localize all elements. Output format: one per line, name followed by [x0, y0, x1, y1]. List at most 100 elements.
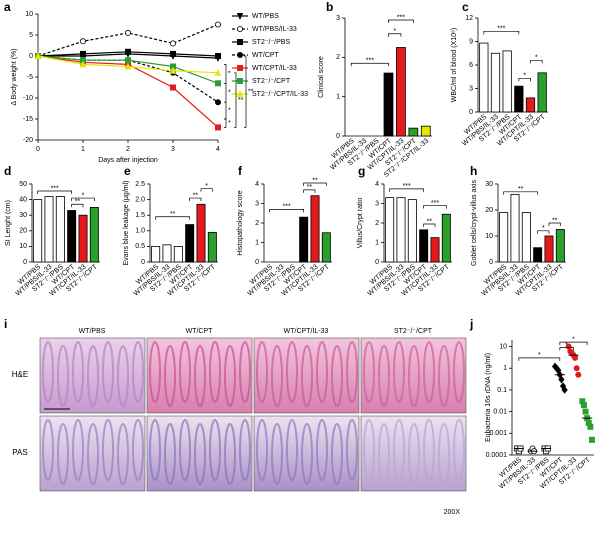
panel-letter: c	[462, 0, 469, 14]
y-tick-label: 12	[465, 15, 473, 22]
bar	[162, 244, 172, 263]
bar	[555, 229, 565, 263]
micrograph	[146, 337, 253, 414]
marker	[575, 371, 582, 378]
y-tick-label: 0	[255, 259, 259, 266]
legend-label: ST2⁻/⁻/PBS	[252, 39, 290, 46]
marker	[587, 423, 594, 430]
significance-label: *	[535, 55, 538, 62]
y-axis-label: SI Lenght (cm)	[5, 200, 12, 246]
column-label: WT/CPT/IL-33	[284, 328, 329, 335]
significance-bracket	[518, 357, 561, 361]
villus	[438, 423, 450, 485]
significance-label: *	[393, 28, 396, 35]
y-axis-label: Eubacteria 16s rDNA (ng/ml)	[485, 353, 492, 442]
significance-label: **	[75, 199, 81, 206]
y-axis-label: Histopathology score	[237, 190, 244, 255]
marker	[582, 408, 589, 415]
significance-label: *	[523, 73, 526, 80]
villus	[164, 423, 176, 485]
significance-bracket	[303, 182, 327, 187]
y-tick-label: 10	[485, 233, 493, 240]
villus	[87, 345, 99, 407]
y-tick-label: 3	[255, 200, 259, 207]
significance-label: ***	[397, 14, 405, 21]
marker	[169, 84, 176, 91]
significance-bracket	[244, 55, 247, 128]
significance-label: *	[228, 71, 231, 78]
panel-letter: g	[358, 164, 365, 178]
bar	[533, 247, 543, 263]
marker	[214, 21, 221, 28]
bar	[67, 210, 77, 263]
villus	[102, 341, 114, 403]
bar	[44, 196, 54, 263]
y-tick-label: -5	[27, 74, 33, 81]
bar	[408, 127, 419, 137]
villus	[301, 345, 313, 407]
magnification: 200X	[444, 509, 461, 516]
significance-label: **	[238, 97, 244, 104]
column-label: ST2⁻/⁻/CPT	[394, 328, 433, 335]
villus	[117, 423, 129, 485]
x-tick-label: 4	[216, 146, 220, 153]
marker	[125, 48, 132, 55]
villus	[408, 345, 420, 407]
y-tick-label: 1	[255, 239, 259, 246]
villus	[224, 345, 236, 407]
bar	[396, 197, 406, 263]
bar	[430, 237, 440, 263]
bar	[78, 214, 88, 263]
significance-bracket	[548, 222, 561, 226]
y-tick-label: 1.0	[135, 228, 145, 235]
villus	[453, 419, 465, 481]
y-tick-label: 0.001	[489, 430, 507, 437]
significance-bracket	[37, 190, 73, 195]
y-tick-label: 0.01	[493, 408, 507, 415]
significance-bracket	[224, 118, 227, 128]
marker	[214, 80, 221, 87]
villus	[331, 423, 343, 485]
bar	[196, 203, 206, 263]
significance-label: **	[307, 184, 313, 191]
micrograph	[39, 415, 146, 492]
y-tick-label: 0	[336, 133, 340, 140]
y-axis-label: Villus/Crypt ratio	[357, 197, 364, 248]
villus	[256, 341, 268, 403]
significance-bracket	[224, 82, 227, 103]
villus	[316, 419, 328, 481]
villus	[209, 419, 221, 481]
bar	[479, 42, 489, 113]
villus	[453, 341, 465, 403]
y-tick-label: 0	[375, 259, 379, 266]
villus	[423, 419, 435, 481]
significance-bracket	[350, 62, 389, 67]
significance-bracket	[530, 59, 543, 64]
villus	[393, 341, 405, 403]
y-axis-label: Δ Body weight (%)	[11, 48, 18, 105]
legend-marker	[236, 25, 243, 32]
bar	[207, 231, 217, 263]
villus	[72, 341, 84, 403]
villus	[393, 419, 405, 481]
marker	[214, 124, 221, 131]
legend-marker	[236, 78, 243, 85]
panel-letter: h	[470, 164, 477, 178]
bar	[544, 235, 554, 263]
y-tick-label: 20	[19, 228, 27, 235]
bar	[514, 85, 524, 113]
y-tick-label: 4	[375, 181, 379, 188]
significance-bracket	[389, 188, 425, 192]
legend-label: WT/PBS/IL-33	[252, 26, 297, 33]
y-axis-label: Evans blue leakage (μg/ml)	[123, 181, 130, 266]
significance-bracket	[71, 197, 95, 202]
villus	[271, 345, 283, 407]
significance-label: ***	[51, 185, 59, 192]
significance-bracket	[200, 188, 213, 192]
bar	[383, 72, 394, 137]
y-tick-label: -15	[23, 116, 33, 123]
y-tick-label: 1	[336, 94, 340, 101]
micrograph	[39, 337, 146, 414]
bar	[55, 196, 65, 263]
significance-label: ***	[497, 26, 505, 33]
